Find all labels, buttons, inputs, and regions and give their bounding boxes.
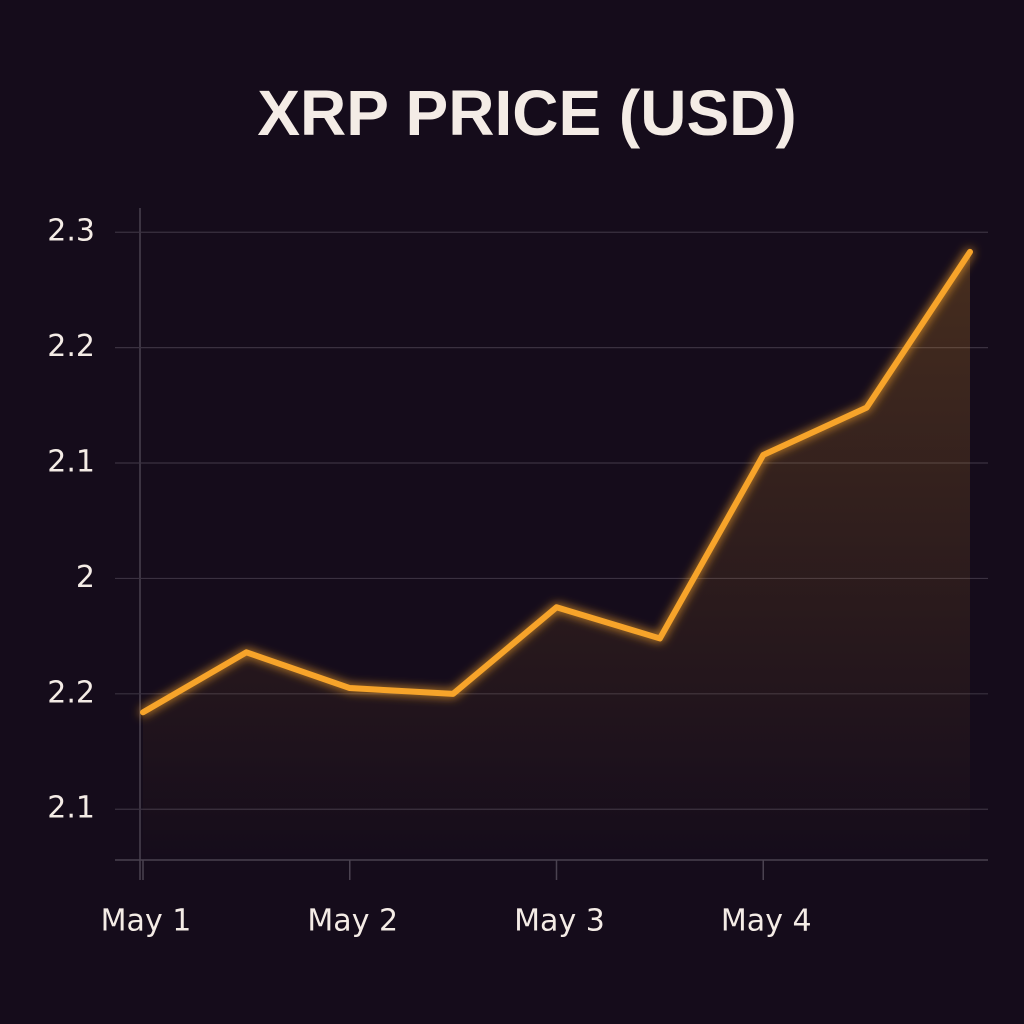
y-tick-label: 2.3 (47, 214, 95, 249)
y-tick-label: 2 (76, 560, 95, 595)
x-tick-label: May 1 (101, 904, 192, 939)
y-tick-label: 2.2 (47, 675, 95, 710)
x-tick-label: May 3 (514, 904, 605, 939)
price-line (140, 248, 973, 716)
x-tick-label: May 4 (721, 904, 812, 939)
y-tick-label: 2.2 (47, 329, 95, 364)
x-tick-label: May 2 (307, 904, 398, 939)
area-fill (143, 251, 970, 861)
chart-title: XRP PRICE (USD) (257, 77, 796, 149)
y-tick-label: 2.1 (47, 791, 95, 826)
y-tick-label: 2.1 (47, 445, 95, 480)
